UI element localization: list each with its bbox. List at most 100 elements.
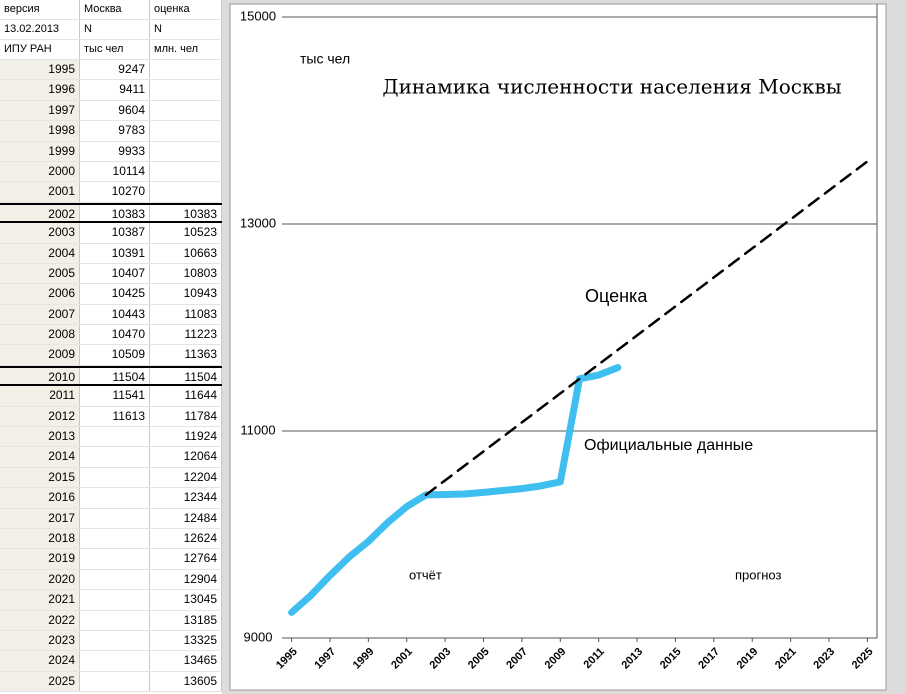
table-cell[interactable]: 2019: [0, 549, 80, 569]
table-cell[interactable]: 11613: [80, 406, 150, 427]
table-cell[interactable]: 2010: [0, 367, 80, 385]
table-cell[interactable]: оценка: [150, 0, 222, 19]
table-cell[interactable]: [150, 100, 222, 121]
table-cell[interactable]: 10383: [80, 204, 150, 222]
table-cell[interactable]: 11924: [150, 427, 222, 447]
table-cell[interactable]: 11504: [150, 367, 222, 385]
table-cell[interactable]: [80, 590, 150, 610]
table-cell[interactable]: 12904: [150, 569, 222, 590]
table-cell[interactable]: 10663: [150, 243, 222, 263]
table-cell[interactable]: Москва: [80, 0, 150, 19]
table-cell[interactable]: 2005: [0, 263, 80, 284]
table-cell[interactable]: 2015: [0, 467, 80, 488]
table-cell[interactable]: 11363: [150, 345, 222, 365]
table-cell[interactable]: [150, 121, 222, 141]
table-cell[interactable]: 12484: [150, 508, 222, 528]
table-cell[interactable]: млн. чел: [150, 40, 222, 59]
table-cell[interactable]: 10270: [80, 182, 150, 202]
table-cell[interactable]: 2016: [0, 488, 80, 508]
table-cell[interactable]: [150, 161, 222, 182]
table-cell[interactable]: 12764: [150, 549, 222, 569]
table-cell[interactable]: 11644: [150, 386, 222, 406]
table-cell[interactable]: 2001: [0, 182, 80, 202]
table-cell[interactable]: [150, 182, 222, 202]
table-cell[interactable]: 2024: [0, 651, 80, 671]
table-cell[interactable]: 2025: [0, 671, 80, 692]
table-cell[interactable]: 2009: [0, 345, 80, 365]
table-cell[interactable]: 2004: [0, 243, 80, 263]
table-cell[interactable]: 12204: [150, 467, 222, 488]
table-cell[interactable]: ИПУ РАН: [0, 40, 80, 59]
table-cell[interactable]: N: [80, 20, 150, 39]
table-cell[interactable]: 2014: [0, 447, 80, 467]
table-cell[interactable]: [80, 528, 150, 549]
table-cell[interactable]: [150, 60, 222, 80]
table-cell[interactable]: [80, 549, 150, 569]
table-cell[interactable]: [80, 671, 150, 692]
table-cell[interactable]: [80, 651, 150, 671]
table-cell[interactable]: [80, 447, 150, 467]
table-cell[interactable]: 1997: [0, 100, 80, 121]
table-cell[interactable]: 13.02.2013: [0, 20, 80, 39]
table-cell[interactable]: 10425: [80, 284, 150, 304]
table-cell[interactable]: 2023: [0, 630, 80, 651]
table-cell[interactable]: 1998: [0, 121, 80, 141]
table-cell[interactable]: 2006: [0, 284, 80, 304]
table-cell[interactable]: 9783: [80, 121, 150, 141]
table-cell[interactable]: 12064: [150, 447, 222, 467]
table-cell[interactable]: [80, 610, 150, 630]
table-cell[interactable]: 9411: [80, 80, 150, 100]
table-cell[interactable]: 2007: [0, 304, 80, 325]
table-cell[interactable]: 2011: [0, 386, 80, 406]
table-cell[interactable]: 2018: [0, 528, 80, 549]
table-cell[interactable]: 2003: [0, 223, 80, 243]
table-cell[interactable]: 10443: [80, 304, 150, 325]
table-cell[interactable]: тыс чел: [80, 40, 150, 59]
table-cell[interactable]: 11541: [80, 386, 150, 406]
table-cell[interactable]: 2008: [0, 325, 80, 345]
table-cell[interactable]: 2013: [0, 427, 80, 447]
table-cell[interactable]: 10803: [150, 263, 222, 284]
table-cell[interactable]: 2021: [0, 590, 80, 610]
table-cell[interactable]: 13045: [150, 590, 222, 610]
table-cell[interactable]: 10509: [80, 345, 150, 365]
table-cell[interactable]: 10943: [150, 284, 222, 304]
table-cell[interactable]: 10470: [80, 325, 150, 345]
table-cell[interactable]: 13185: [150, 610, 222, 630]
table-cell[interactable]: 11784: [150, 406, 222, 427]
table-cell[interactable]: 13465: [150, 651, 222, 671]
table-cell[interactable]: 10114: [80, 161, 150, 182]
table-cell[interactable]: 2020: [0, 569, 80, 590]
table-cell[interactable]: 13605: [150, 671, 222, 692]
table-cell[interactable]: 10391: [80, 243, 150, 263]
table-cell[interactable]: 2000: [0, 161, 80, 182]
table-cell[interactable]: 10383: [150, 204, 222, 222]
table-cell[interactable]: 1996: [0, 80, 80, 100]
table-cell[interactable]: [80, 427, 150, 447]
table-cell[interactable]: 11083: [150, 304, 222, 325]
table-cell[interactable]: [80, 488, 150, 508]
table-cell[interactable]: [80, 508, 150, 528]
table-cell[interactable]: N: [150, 20, 222, 39]
table-cell[interactable]: [150, 141, 222, 161]
table-cell[interactable]: 12624: [150, 528, 222, 549]
table-cell[interactable]: [80, 569, 150, 590]
table-cell[interactable]: 12344: [150, 488, 222, 508]
table-cell[interactable]: 2022: [0, 610, 80, 630]
table-cell[interactable]: 11223: [150, 325, 222, 345]
table-cell[interactable]: 10407: [80, 263, 150, 284]
table-cell[interactable]: 1999: [0, 141, 80, 161]
table-cell[interactable]: 13325: [150, 630, 222, 651]
table-cell[interactable]: 9604: [80, 100, 150, 121]
table-cell[interactable]: 2017: [0, 508, 80, 528]
table-cell[interactable]: 10523: [150, 223, 222, 243]
table-cell[interactable]: 1995: [0, 60, 80, 80]
table-cell[interactable]: 2002: [0, 204, 80, 222]
table-cell[interactable]: 11504: [80, 367, 150, 385]
table-cell[interactable]: 9933: [80, 141, 150, 161]
table-cell[interactable]: [80, 467, 150, 488]
table-cell[interactable]: [80, 630, 150, 651]
table-cell[interactable]: 9247: [80, 60, 150, 80]
table-cell[interactable]: 2012: [0, 406, 80, 427]
table-cell[interactable]: версия: [0, 0, 80, 19]
